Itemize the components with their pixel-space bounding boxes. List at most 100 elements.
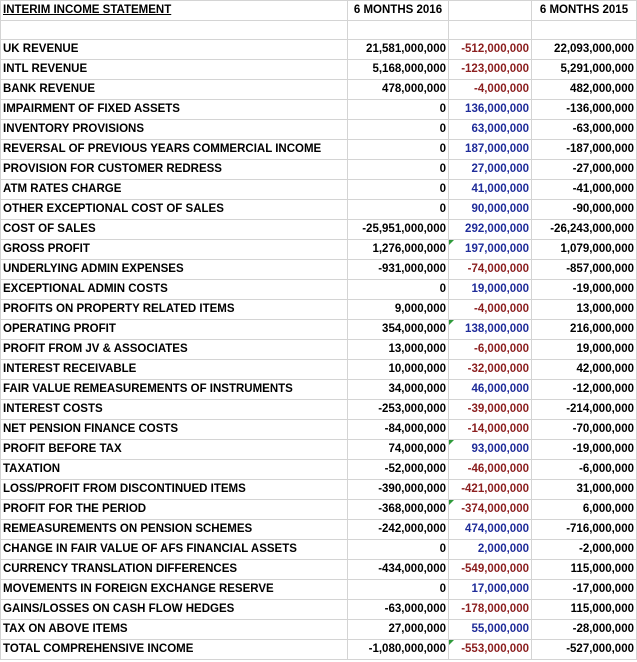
value-2015-cell[interactable]: 22,093,000,000 xyxy=(531,39,637,60)
row-label-cell[interactable]: CURRENCY TRANSLATION DIFFERENCES xyxy=(0,559,348,580)
row-label-cell[interactable]: PROFIT FROM JV & ASSOCIATES xyxy=(0,339,348,360)
value-2015-cell[interactable]: -41,000,000 xyxy=(531,179,637,200)
empty-cell[interactable] xyxy=(0,20,348,40)
value-2016-cell[interactable]: -368,000,000 xyxy=(347,499,449,520)
header-2015-cell[interactable]: 6 MONTHS 2015 xyxy=(531,0,637,21)
value-2016-cell[interactable]: -84,000,000 xyxy=(347,419,449,440)
change-cell[interactable]: 2,000,000 xyxy=(448,539,532,560)
row-label-cell[interactable]: TAXATION xyxy=(0,459,348,480)
value-2016-cell[interactable]: 1,276,000,000 xyxy=(347,239,449,260)
row-label-cell[interactable]: CHANGE IN FAIR VALUE OF AFS FINANCIAL AS… xyxy=(0,539,348,560)
value-2015-cell[interactable]: -716,000,000 xyxy=(531,519,637,540)
row-label-cell[interactable]: OTHER EXCEPTIONAL COST OF SALES xyxy=(0,199,348,220)
row-label-cell[interactable]: INTL REVENUE xyxy=(0,59,348,80)
value-2015-cell[interactable]: -527,000,000 xyxy=(531,639,637,660)
change-cell[interactable]: -512,000,000 xyxy=(448,39,532,60)
change-cell[interactable]: -549,000,000 xyxy=(448,559,532,580)
value-2016-cell[interactable]: -52,000,000 xyxy=(347,459,449,480)
change-cell[interactable]: -421,000,000 xyxy=(448,479,532,500)
value-2016-cell[interactable]: -390,000,000 xyxy=(347,479,449,500)
value-2016-cell[interactable]: 5,168,000,000 xyxy=(347,59,449,80)
value-2016-cell[interactable]: -434,000,000 xyxy=(347,559,449,580)
value-2016-cell[interactable]: 0 xyxy=(347,579,449,600)
change-cell[interactable]: 187,000,000 xyxy=(448,139,532,160)
change-cell[interactable]: -14,000,000 xyxy=(448,419,532,440)
value-2015-cell[interactable]: -214,000,000 xyxy=(531,399,637,420)
row-label-cell[interactable]: GAINS/LOSSES ON CASH FLOW HEDGES xyxy=(0,599,348,620)
value-2015-cell[interactable]: -63,000,000 xyxy=(531,119,637,140)
change-cell[interactable]: -46,000,000 xyxy=(448,459,532,480)
value-2015-cell[interactable]: 6,000,000 xyxy=(531,499,637,520)
value-2016-cell[interactable]: 0 xyxy=(347,159,449,180)
empty-cell[interactable] xyxy=(531,20,637,40)
value-2015-cell[interactable]: -857,000,000 xyxy=(531,259,637,280)
value-2016-cell[interactable]: 0 xyxy=(347,139,449,160)
row-label-cell[interactable]: PROFITS ON PROPERTY RELATED ITEMS xyxy=(0,299,348,320)
row-label-cell[interactable]: COST OF SALES xyxy=(0,219,348,240)
value-2016-cell[interactable]: 27,000,000 xyxy=(347,619,449,640)
row-label-cell[interactable]: INVENTORY PROVISIONS xyxy=(0,119,348,140)
change-cell[interactable]: -4,000,000 xyxy=(448,299,532,320)
value-2015-cell[interactable]: 216,000,000 xyxy=(531,319,637,340)
header-2016-cell[interactable]: 6 MONTHS 2016 xyxy=(347,0,449,21)
change-cell[interactable]: -4,000,000 xyxy=(448,79,532,100)
value-2016-cell[interactable]: 10,000,000 xyxy=(347,359,449,380)
value-2015-cell[interactable]: 19,000,000 xyxy=(531,339,637,360)
value-2016-cell[interactable]: 74,000,000 xyxy=(347,439,449,460)
value-2016-cell[interactable]: 21,581,000,000 xyxy=(347,39,449,60)
row-label-cell[interactable]: TAX ON ABOVE ITEMS xyxy=(0,619,348,640)
value-2016-cell[interactable]: 34,000,000 xyxy=(347,379,449,400)
value-2015-cell[interactable]: -70,000,000 xyxy=(531,419,637,440)
row-label-cell[interactable]: INTEREST COSTS xyxy=(0,399,348,420)
change-cell[interactable]: 63,000,000 xyxy=(448,119,532,140)
row-label-cell[interactable]: FAIR VALUE REMEASUREMENTS OF INSTRUMENTS xyxy=(0,379,348,400)
change-cell[interactable]: 46,000,000 xyxy=(448,379,532,400)
value-2016-cell[interactable]: -931,000,000 xyxy=(347,259,449,280)
empty-cell[interactable] xyxy=(347,20,449,40)
value-2015-cell[interactable]: -12,000,000 xyxy=(531,379,637,400)
change-cell[interactable]: -6,000,000 xyxy=(448,339,532,360)
value-2016-cell[interactable]: 478,000,000 xyxy=(347,79,449,100)
row-label-cell[interactable]: GROSS PROFIT xyxy=(0,239,348,260)
row-label-cell[interactable]: REVERSAL OF PREVIOUS YEARS COMMERCIAL IN… xyxy=(0,139,348,160)
value-2015-cell[interactable]: 482,000,000 xyxy=(531,79,637,100)
value-2015-cell[interactable]: -19,000,000 xyxy=(531,439,637,460)
change-cell[interactable]: 474,000,000 xyxy=(448,519,532,540)
row-label-cell[interactable]: PROFIT FOR THE PERIOD xyxy=(0,499,348,520)
value-2016-cell[interactable]: 13,000,000 xyxy=(347,339,449,360)
header-change-cell[interactable] xyxy=(448,0,532,21)
value-2016-cell[interactable]: 0 xyxy=(347,119,449,140)
row-label-cell[interactable]: PROVISION FOR CUSTOMER REDRESS xyxy=(0,159,348,180)
row-label-cell[interactable]: OPERATING PROFIT xyxy=(0,319,348,340)
change-cell[interactable]: 55,000,000 xyxy=(448,619,532,640)
value-2015-cell[interactable]: -27,000,000 xyxy=(531,159,637,180)
value-2015-cell[interactable]: -90,000,000 xyxy=(531,199,637,220)
row-label-cell[interactable]: LOSS/PROFIT FROM DISCONTINUED ITEMS xyxy=(0,479,348,500)
change-cell[interactable]: 292,000,000 xyxy=(448,219,532,240)
empty-cell[interactable] xyxy=(448,20,532,40)
value-2016-cell[interactable]: -1,080,000,000 xyxy=(347,639,449,660)
value-2015-cell[interactable]: 42,000,000 xyxy=(531,359,637,380)
change-cell[interactable]: 19,000,000 xyxy=(448,279,532,300)
value-2016-cell[interactable]: 354,000,000 xyxy=(347,319,449,340)
change-cell[interactable]: -178,000,000 xyxy=(448,599,532,620)
value-2016-cell[interactable]: 0 xyxy=(347,539,449,560)
value-2016-cell[interactable]: 9,000,000 xyxy=(347,299,449,320)
change-cell[interactable]: -32,000,000 xyxy=(448,359,532,380)
row-label-cell[interactable]: PROFIT BEFORE TAX xyxy=(0,439,348,460)
row-label-cell[interactable]: MOVEMENTS IN FOREIGN EXCHANGE RESERVE xyxy=(0,579,348,600)
row-label-cell[interactable]: TOTAL COMPREHENSIVE INCOME xyxy=(0,639,348,660)
value-2015-cell[interactable]: 115,000,000 xyxy=(531,599,637,620)
value-2016-cell[interactable]: 0 xyxy=(347,99,449,120)
change-cell[interactable]: 136,000,000 xyxy=(448,99,532,120)
value-2015-cell[interactable]: -28,000,000 xyxy=(531,619,637,640)
row-label-cell[interactable]: UK REVENUE xyxy=(0,39,348,60)
value-2016-cell[interactable]: -63,000,000 xyxy=(347,599,449,620)
row-label-cell[interactable]: BANK REVENUE xyxy=(0,79,348,100)
row-label-cell[interactable]: INTEREST RECEIVABLE xyxy=(0,359,348,380)
value-2015-cell[interactable]: -6,000,000 xyxy=(531,459,637,480)
value-2015-cell[interactable]: -17,000,000 xyxy=(531,579,637,600)
change-cell[interactable]: -374,000,000 xyxy=(448,499,532,520)
row-label-cell[interactable]: ATM RATES CHARGE xyxy=(0,179,348,200)
change-cell[interactable]: 41,000,000 xyxy=(448,179,532,200)
